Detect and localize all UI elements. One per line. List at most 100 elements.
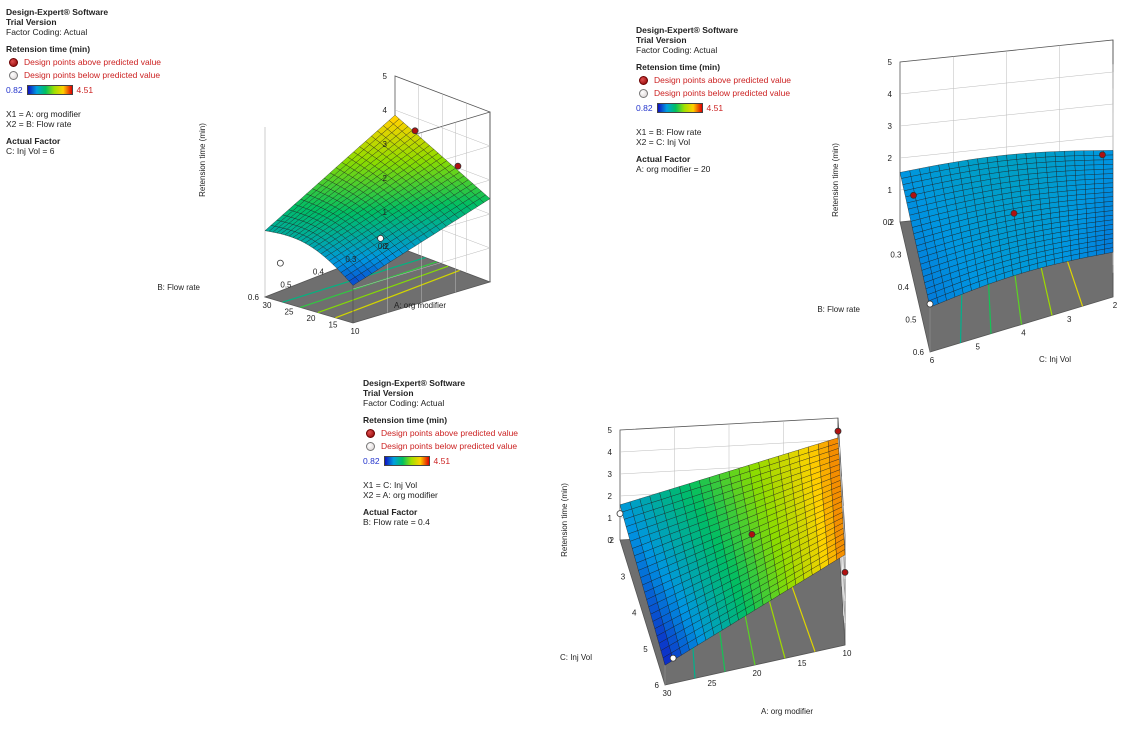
x2-label: X2 = B: Flow rate — [6, 119, 72, 129]
z-tick-label: 0 — [383, 242, 388, 251]
surface-cell — [1046, 171, 1057, 178]
x2-label: X2 = C: Inj Vol — [636, 137, 691, 147]
surface-cell — [1065, 175, 1076, 182]
x-tick-label: 10 — [843, 649, 852, 658]
design-point-below — [276, 259, 284, 267]
version-label: Trial Version — [636, 35, 687, 45]
legend-above: Design points above predicted value — [6, 57, 161, 67]
surface-cell — [1055, 160, 1066, 167]
surface-cell — [1085, 188, 1095, 195]
z-tick-label: 1 — [888, 186, 893, 195]
z-tick-label: 5 — [888, 58, 893, 67]
software-name: Design-Expert® Software — [363, 378, 466, 388]
legend-panel-1: Design-Expert® Software Trial Version Fa… — [6, 7, 161, 156]
surface-cell — [1083, 155, 1095, 161]
legend-panel-2: Design-Expert® Software Trial Version Fa… — [636, 25, 791, 174]
x-tick-label: 25 — [285, 308, 294, 317]
surface-cell — [1064, 150, 1075, 157]
z-axis-label: Retension time (min) — [831, 143, 840, 217]
surface-cell — [1103, 187, 1114, 193]
color-max: 4.51 — [76, 85, 94, 95]
color-min: 0.82 — [6, 85, 23, 95]
z-tick-label: 2 — [888, 154, 893, 163]
surface-cell — [1074, 160, 1085, 166]
y-tick-label: 0.3 — [345, 255, 357, 264]
version-label: Trial Version — [6, 17, 57, 27]
y-tick-label: 0.6 — [248, 293, 260, 302]
design-point-above — [411, 127, 419, 135]
surface-cell — [1103, 178, 1114, 184]
surface-cell — [1036, 162, 1047, 169]
z-tick-label: 5 — [383, 72, 388, 81]
surface-cell — [1104, 247, 1114, 255]
z-axis-label: Retension time (min) — [198, 123, 207, 197]
surface-cell — [1065, 165, 1076, 172]
design-point-above — [1010, 209, 1018, 217]
surface-cell — [1064, 155, 1075, 162]
surface-cell — [348, 276, 360, 286]
surface-cell — [1026, 157, 1037, 164]
z-tick-label: 4 — [383, 106, 388, 115]
surface-cell — [1066, 180, 1077, 187]
actual-factor-title: Actual Factor — [363, 507, 418, 517]
z-tick-label: 3 — [888, 122, 893, 131]
surface-cell — [1094, 183, 1104, 189]
surface-cell — [1103, 159, 1114, 165]
surface-cell — [1054, 151, 1066, 157]
coding-label: Factor Coding: Actual — [636, 45, 718, 55]
y-tick-label: 5 — [643, 645, 648, 654]
surface-cell — [1056, 175, 1067, 182]
surface-cell — [1045, 161, 1057, 168]
color-scale: 0.82 4.51 — [363, 456, 518, 466]
x1-label: X1 = B: Flow rate — [636, 127, 702, 137]
software-name: Design-Expert® Software — [636, 25, 739, 35]
surface-cell — [1055, 165, 1066, 172]
coding-label: Factor Coding: Actual — [363, 398, 445, 408]
above-point-icon — [366, 428, 375, 438]
legend-below-label: Design points below predicted value — [24, 70, 161, 80]
design-point-above — [1099, 151, 1106, 159]
y-tick-label: 3 — [621, 572, 626, 581]
x-axis-label: A: org modifier — [394, 301, 446, 310]
color-scale: 0.82 4.51 — [6, 85, 161, 95]
design-point-below — [926, 300, 934, 308]
legend-below-label: Design points below predicted value — [654, 88, 791, 98]
actual-factor-value: A: org modifier = 20 — [636, 164, 711, 174]
x-axis-label: A: org modifier — [761, 707, 813, 716]
z-tick-label: 3 — [383, 140, 388, 149]
y-tick-label: 0.2 — [378, 242, 390, 251]
actual-factor-title: Actual Factor — [636, 154, 691, 164]
surface-cell — [1056, 180, 1067, 187]
below-point-icon — [639, 88, 648, 98]
legend-above: Design points above predicted value — [363, 428, 518, 438]
surface-plot-1: 0 1 2 3 4 5 30 25 20 15 10 0.2 0.3 0.4 0.5 0.6 A: org mo… — [157, 72, 492, 336]
legend-above-label: Design points above predicted value — [381, 428, 519, 438]
x-tick-label: 15 — [329, 321, 338, 330]
floor-contour-line — [335, 269, 460, 319]
y-tick-label: 0.2 — [883, 218, 895, 227]
z-tick-label: 2 — [608, 492, 613, 501]
surface-cell — [1093, 159, 1104, 166]
x2-label: X2 = A: org modifier — [363, 490, 438, 500]
surface-cell — [1075, 184, 1086, 191]
design-point-above — [834, 427, 842, 435]
surface-cell — [1103, 173, 1114, 179]
surface-cell — [1074, 165, 1085, 171]
surface-cell — [1085, 183, 1095, 190]
surface-cell — [1093, 169, 1104, 175]
coding-label: Factor Coding: Actual — [6, 27, 88, 37]
surface-cell — [1103, 182, 1114, 189]
surface-cell — [1075, 169, 1086, 176]
legend-above-label: Design points above predicted value — [24, 57, 162, 67]
color-max: 4.51 — [433, 456, 451, 466]
x-tick-label: 5 — [976, 342, 981, 351]
response-title: Retension time (min) — [363, 415, 448, 425]
surface-cell — [1065, 170, 1076, 177]
color-gradient — [656, 103, 703, 113]
y-tick-label: 4 — [632, 609, 637, 618]
actual-factor-value: C: Inj Vol = 6 — [6, 146, 55, 156]
surface-cell — [1103, 168, 1114, 175]
z-tick-label: 1 — [608, 514, 613, 523]
surface-cell — [1047, 176, 1058, 183]
surface-cell — [1076, 194, 1086, 201]
